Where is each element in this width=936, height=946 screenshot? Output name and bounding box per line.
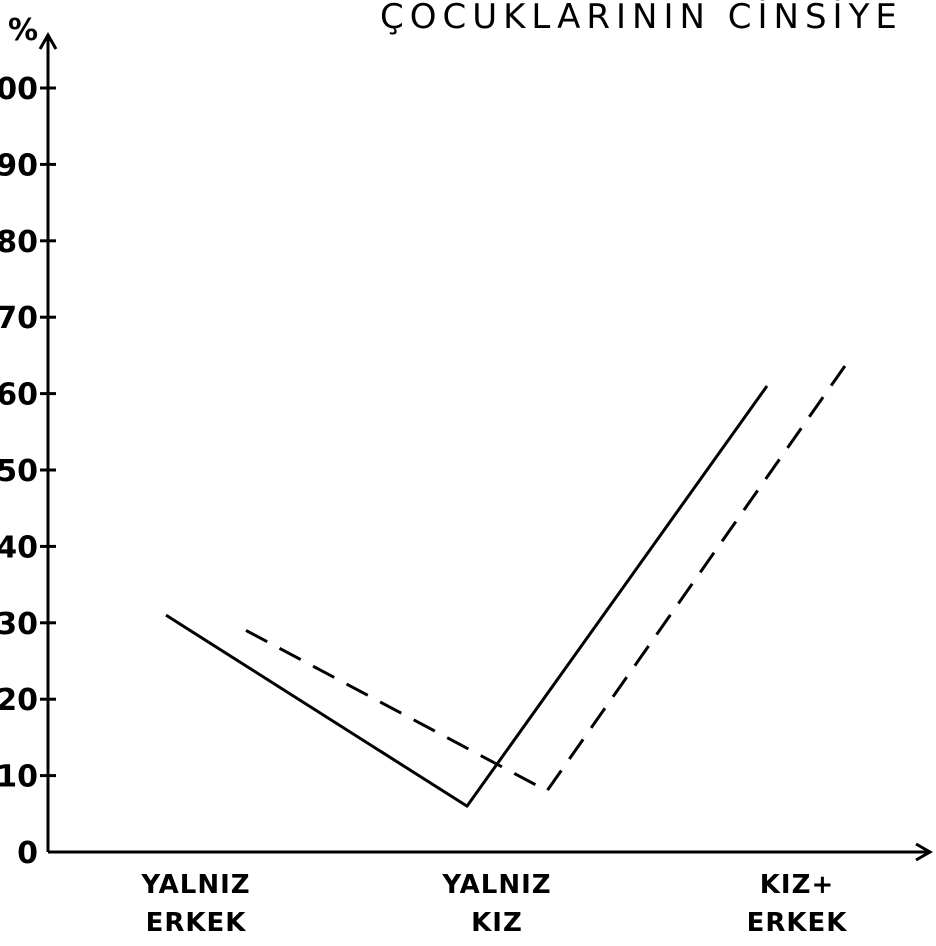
x-category-label: ERKEK bbox=[747, 908, 848, 938]
series-group bbox=[165, 362, 849, 808]
y-tick-label: 40 bbox=[0, 530, 38, 565]
y-tick-label: 80 bbox=[0, 225, 38, 260]
y-tick-label: 70 bbox=[0, 301, 38, 336]
y-axis-ticks: 0 10 20 30 40 50 60 70 80 90 100 bbox=[0, 72, 56, 871]
y-tick-label: 0 bbox=[17, 836, 38, 871]
y-axis-unit-label: % bbox=[8, 13, 38, 48]
y-tick-label: 30 bbox=[0, 607, 38, 642]
x-category-label: KIZ bbox=[471, 908, 523, 938]
x-category-label: KIZ+ bbox=[760, 870, 834, 900]
chart-title: ÇOCUKLARININ CİNSİYE bbox=[380, 0, 903, 37]
series-line-1 bbox=[165, 385, 769, 808]
x-category-label: ERKEK bbox=[146, 908, 247, 938]
x-axis-arrow bbox=[915, 842, 934, 862]
x-category-label: YALNIZ bbox=[441, 870, 551, 900]
series-line-2 bbox=[245, 362, 849, 793]
y-tick-label: 60 bbox=[0, 378, 38, 413]
y-axis-arrow bbox=[38, 31, 58, 50]
y-tick-label: 10 bbox=[0, 760, 38, 795]
x-axis-categories: YALNIZ ERKEK YALNIZ KIZ KIZ+ ERKEK bbox=[140, 870, 848, 938]
axes bbox=[38, 31, 934, 862]
y-tick-label: 50 bbox=[0, 454, 38, 489]
x-category-label: YALNIZ bbox=[140, 870, 250, 900]
y-tick-label: 90 bbox=[0, 148, 38, 183]
y-tick-label: 100 bbox=[0, 72, 38, 107]
y-tick-label: 20 bbox=[0, 683, 38, 718]
